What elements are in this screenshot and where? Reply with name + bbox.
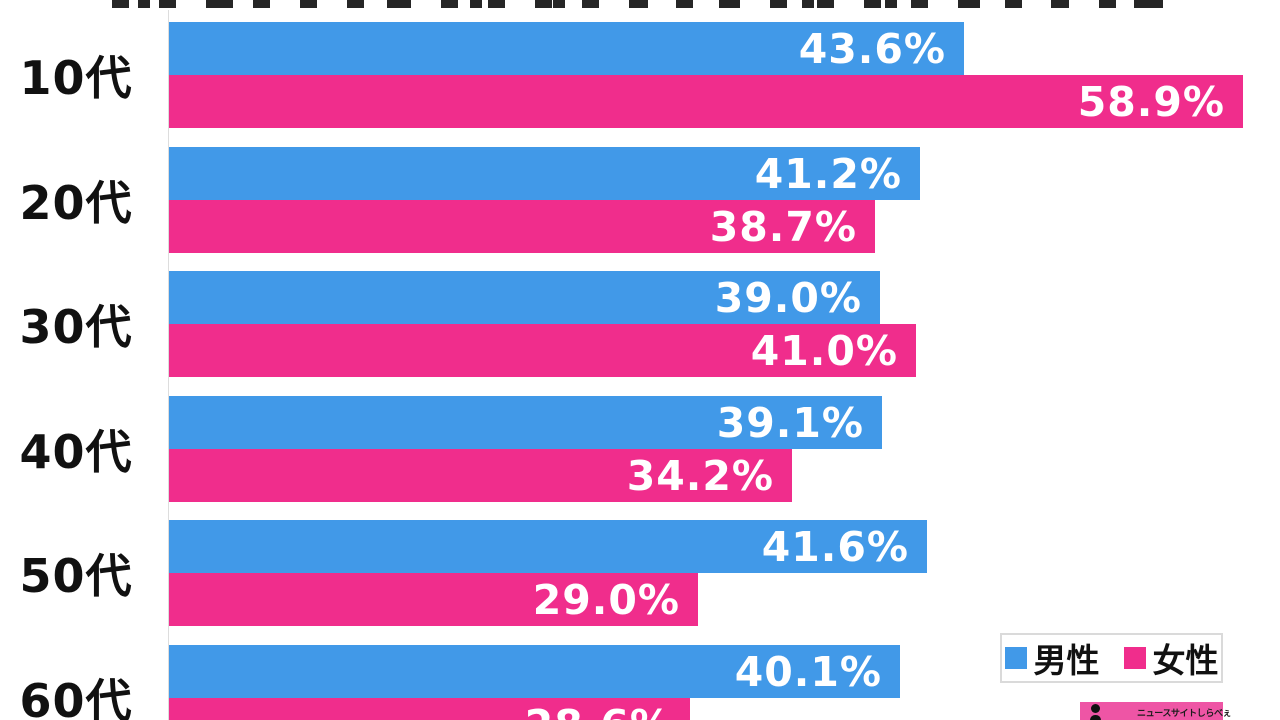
- category-label: 30代: [19, 300, 133, 354]
- female-bar: 29.0%: [169, 573, 698, 626]
- female-swatch-icon: [1123, 647, 1146, 669]
- cropped-title-fragments: [112, 0, 1168, 8]
- female-bar: 38.7%: [169, 200, 875, 253]
- bar-group: 60代 40.1% 28.6%: [0, 645, 1280, 720]
- male-bar: 41.2%: [169, 147, 920, 200]
- info-person-icon: [1091, 704, 1100, 713]
- bar-group: 30代 39.0% 41.0%: [0, 271, 1280, 377]
- bar-group: 40代 39.1% 34.2%: [0, 396, 1280, 502]
- bar-value-label: 34.2%: [626, 452, 774, 500]
- female-bar: 41.0%: [169, 324, 916, 377]
- bar-value-label: 39.0%: [714, 274, 862, 322]
- bar-value-label: 41.0%: [750, 327, 898, 375]
- bar-value-label: 40.1%: [734, 648, 882, 696]
- site-logo-banner: ニュースサイトしらべぇ: [1080, 702, 1232, 720]
- legend-label-male: 男性: [1033, 641, 1100, 680]
- male-bar: 41.6%: [169, 520, 927, 573]
- bar-value-label: 29.0%: [532, 576, 680, 624]
- legend-label-female: 女性: [1152, 641, 1219, 680]
- legend-item-male: 男性: [1004, 634, 1100, 682]
- bar-value-label: 28.6%: [169, 698, 690, 720]
- category-label: 20代: [19, 176, 133, 230]
- bar-value-label: 43.6%: [798, 25, 946, 73]
- male-bar: 39.1%: [169, 396, 882, 449]
- legend: 男性 女性: [1000, 633, 1223, 683]
- category-label: 60代: [19, 674, 133, 720]
- bar-group: 20代 41.2% 38.7%: [0, 147, 1280, 253]
- bar-value-label: 38.7%: [709, 203, 857, 251]
- y-axis-line: [168, 10, 169, 720]
- info-person-icon-body: [1090, 715, 1101, 720]
- legend-item-female: 女性: [1123, 634, 1219, 682]
- bar-value-label: 39.1%: [716, 399, 864, 447]
- site-name-label: ニュースサイトしらべぇ: [1137, 709, 1232, 719]
- male-bar: 43.6%: [169, 22, 964, 75]
- category-label: 10代: [19, 51, 133, 105]
- bar-value-label: 58.9%: [1077, 78, 1225, 126]
- female-bar: 58.9%: [169, 75, 1243, 128]
- category-label: 40代: [19, 425, 133, 479]
- female-bar: 28.6%: [169, 698, 690, 720]
- bar-group: 10代 43.6% 58.9%: [0, 22, 1280, 128]
- category-label: 50代: [19, 549, 133, 603]
- female-bar: 34.2%: [169, 449, 792, 502]
- bar-value-label: 41.2%: [754, 150, 902, 198]
- male-bar: 40.1%: [169, 645, 900, 698]
- bar-group: 50代 41.6% 29.0%: [0, 520, 1280, 626]
- bar-value-label: 41.6%: [761, 523, 909, 571]
- male-swatch-icon: [1004, 647, 1027, 669]
- male-bar: 39.0%: [169, 271, 880, 324]
